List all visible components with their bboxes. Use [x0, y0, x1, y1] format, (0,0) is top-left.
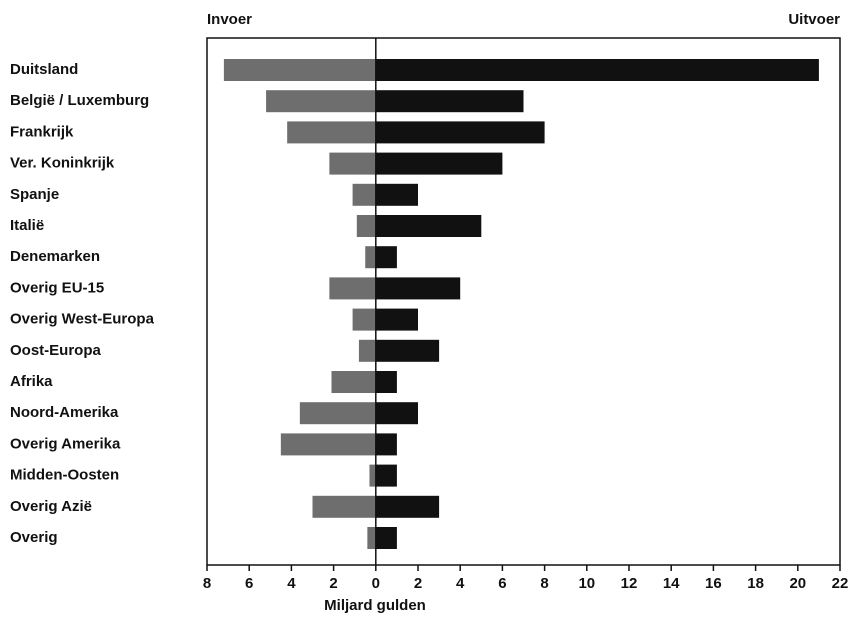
bar — [375, 464, 397, 487]
x-tick-label: 8 — [540, 575, 548, 592]
x-tick-label: 12 — [621, 575, 638, 592]
x-tick-label: 2 — [414, 575, 422, 592]
bar — [375, 339, 440, 362]
category-label: Denemarken — [10, 248, 100, 265]
bar — [329, 152, 376, 175]
x-tick-label: 2 — [329, 575, 337, 592]
bar — [375, 402, 418, 425]
x-tick-label: 20 — [789, 575, 806, 592]
bar — [312, 495, 376, 518]
x-tick-label: 0 — [372, 575, 380, 592]
legend-uitvoer: Uitvoer — [788, 11, 840, 28]
bar — [375, 495, 440, 518]
x-tick-label: 16 — [705, 575, 722, 592]
x-tick-label: 22 — [832, 575, 849, 592]
category-label: Overig Amerika — [10, 435, 121, 452]
bar — [356, 215, 376, 237]
x-tick-label: 10 — [578, 575, 595, 592]
x-tick-label: 4 — [456, 575, 465, 592]
bar — [375, 371, 397, 393]
bar — [329, 277, 376, 300]
bar — [375, 90, 524, 113]
category-label: Overig — [10, 529, 58, 546]
bar — [266, 90, 376, 113]
category-label: Overig West-Europa — [10, 311, 155, 328]
bar — [352, 308, 376, 331]
x-axis-label: Miljard gulden — [324, 597, 426, 614]
bar — [375, 152, 503, 175]
bar — [352, 183, 376, 206]
category-label: Noord-Amerika — [10, 404, 119, 421]
category-label: Italië — [10, 217, 44, 234]
bar — [375, 59, 819, 81]
category-label: Afrika — [10, 373, 53, 390]
x-tick-label: 14 — [663, 575, 680, 592]
bar — [375, 308, 418, 331]
category-label: Midden-Oosten — [10, 467, 119, 484]
bar — [375, 246, 397, 269]
category-label: Overig EU-15 — [10, 279, 104, 296]
bar — [375, 433, 397, 456]
bar — [299, 402, 376, 425]
bar — [375, 277, 461, 300]
category-label: Frankrijk — [10, 123, 74, 140]
category-label: Oost-Europa — [10, 342, 101, 359]
bar — [358, 339, 376, 362]
x-tick-label: 4 — [287, 575, 296, 592]
x-tick-label: 18 — [747, 575, 764, 592]
category-label: Spanje — [10, 186, 59, 203]
bar — [375, 527, 397, 549]
bar — [365, 246, 376, 269]
bar — [375, 215, 482, 237]
category-label: Overig Azië — [10, 498, 92, 515]
category-label: Duitsland — [10, 61, 78, 78]
bar — [280, 433, 376, 456]
bar — [375, 121, 545, 144]
bar — [223, 59, 376, 81]
x-tick-label: 8 — [203, 575, 211, 592]
bar — [369, 464, 376, 487]
plot-frame — [206, 37, 841, 566]
legend-invoer: Invoer — [207, 11, 252, 28]
x-tick-label: 6 — [498, 575, 506, 592]
category-label: België / Luxemburg — [10, 92, 149, 109]
bar — [331, 371, 376, 393]
bar — [375, 183, 418, 206]
bar — [287, 121, 376, 144]
bar — [367, 527, 376, 549]
x-tick-label: 6 — [245, 575, 253, 592]
category-label: Ver. Koninkrijk — [10, 155, 115, 172]
